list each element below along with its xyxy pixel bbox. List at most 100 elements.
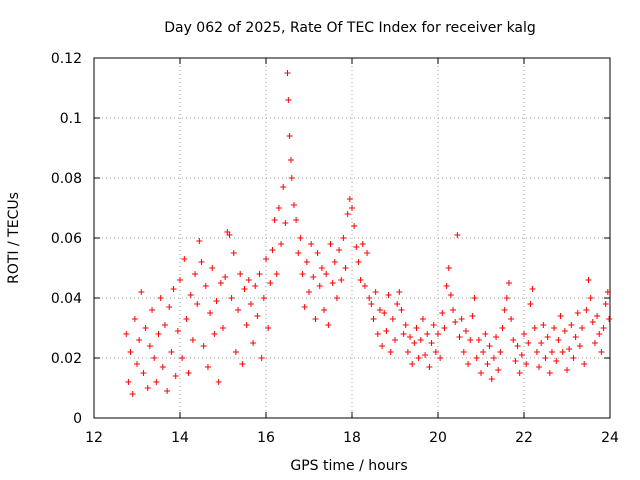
data-point-marker — [316, 283, 323, 289]
data-point-marker — [174, 328, 181, 334]
data-point-marker — [566, 346, 573, 352]
data-point-marker — [430, 322, 437, 328]
data-point-marker — [531, 325, 538, 331]
data-point-marker — [458, 316, 465, 322]
data-point-marker — [338, 277, 345, 283]
data-point-marker — [285, 97, 292, 103]
data-point-marker — [149, 307, 156, 313]
data-point-marker — [303, 259, 310, 265]
data-point-marker — [379, 343, 386, 349]
data-point-marker — [310, 274, 317, 280]
data-point-marker — [503, 295, 510, 301]
x-axis: 12 14 16 18 20 22 24 — [85, 58, 619, 446]
data-point-marker — [263, 256, 269, 262]
data-point-marker — [437, 355, 444, 361]
data-point-marker — [443, 283, 450, 289]
data-point-marker — [561, 328, 568, 334]
chart-title: Day 062 of 2025, Rate Of TEC Index for r… — [164, 20, 536, 36]
data-point-marker — [510, 337, 517, 343]
data-point-marker — [392, 337, 398, 343]
data-point-marker — [462, 328, 469, 334]
data-point-marker — [138, 289, 145, 295]
data-point-marker — [297, 235, 304, 241]
data-point-marker — [269, 247, 276, 253]
x-tick-label: 18 — [343, 430, 361, 446]
data-point-marker — [235, 307, 242, 313]
data-point-marker — [220, 325, 226, 331]
data-point-marker — [564, 367, 570, 373]
data-point-marker — [136, 337, 143, 343]
data-point-marker — [207, 310, 214, 316]
data-point-marker — [387, 349, 394, 355]
data-point-marker — [256, 271, 263, 277]
y-tick-label: 0.02 — [51, 351, 82, 367]
data-point-marker — [396, 289, 403, 295]
data-point-marker — [447, 292, 454, 298]
data-point-marker — [287, 157, 294, 163]
data-point-marker — [273, 271, 280, 277]
data-point-marker — [185, 370, 192, 376]
data-point-marker — [295, 250, 302, 256]
data-point-marker — [407, 334, 414, 340]
data-point-marker — [282, 220, 289, 226]
data-point-marker — [168, 349, 175, 355]
data-point-marker — [209, 265, 216, 271]
data-point-marker — [480, 349, 487, 355]
data-point-marker — [336, 247, 343, 253]
data-point-marker — [439, 310, 446, 316]
data-point-marker — [478, 370, 484, 376]
data-point-marker — [271, 217, 278, 223]
data-point-marker — [170, 286, 177, 292]
data-point-marker — [213, 298, 220, 304]
data-point-marker — [591, 340, 598, 346]
data-point-marker — [417, 337, 424, 343]
data-point-marker — [247, 301, 254, 307]
data-point-marker — [521, 331, 527, 337]
data-point-marker — [275, 205, 282, 211]
y-tick-label: 0.06 — [51, 231, 82, 247]
data-point-marker — [574, 310, 581, 316]
data-point-marker — [413, 325, 420, 331]
data-point-marker — [548, 349, 555, 355]
data-point-marker — [460, 349, 467, 355]
data-point-marker — [432, 349, 439, 355]
data-point-marker — [166, 304, 173, 310]
data-point-marker — [196, 238, 203, 244]
data-point-marker — [512, 358, 519, 364]
data-point-marker — [540, 322, 547, 328]
data-point-marker — [555, 337, 562, 343]
data-point-marker — [366, 295, 373, 301]
data-point-marker — [329, 280, 336, 286]
data-point-marker — [376, 307, 383, 313]
data-point-marker — [600, 325, 607, 331]
data-point-marker — [267, 280, 274, 286]
data-point-marker — [222, 274, 229, 280]
data-point-marker — [419, 316, 426, 322]
data-point-marker — [544, 334, 551, 340]
data-point-marker — [465, 361, 472, 367]
data-point-marker — [123, 331, 130, 337]
data-point-marker — [333, 295, 340, 301]
data-point-marker — [146, 343, 153, 349]
data-point-marker — [312, 316, 319, 322]
data-point-marker — [194, 301, 201, 307]
data-point-marker — [280, 184, 287, 190]
data-point-marker — [306, 289, 312, 295]
data-point-marker — [177, 277, 183, 283]
data-point-marker — [323, 271, 330, 277]
data-point-marker — [505, 280, 512, 286]
data-point-marker — [299, 271, 306, 277]
data-point-marker — [557, 313, 564, 319]
data-point-marker — [192, 271, 199, 277]
data-point-marker — [331, 259, 338, 265]
data-point-marker — [290, 202, 297, 208]
data-point-marker — [346, 196, 353, 202]
grid-lines — [94, 58, 610, 418]
data-point-marker — [230, 250, 237, 256]
data-point-marker — [587, 295, 594, 301]
data-point-marker — [606, 316, 613, 322]
data-point-marker — [568, 322, 575, 328]
data-point-marker — [327, 241, 334, 247]
data-point-marker — [301, 304, 308, 310]
data-point-marker — [361, 283, 368, 289]
